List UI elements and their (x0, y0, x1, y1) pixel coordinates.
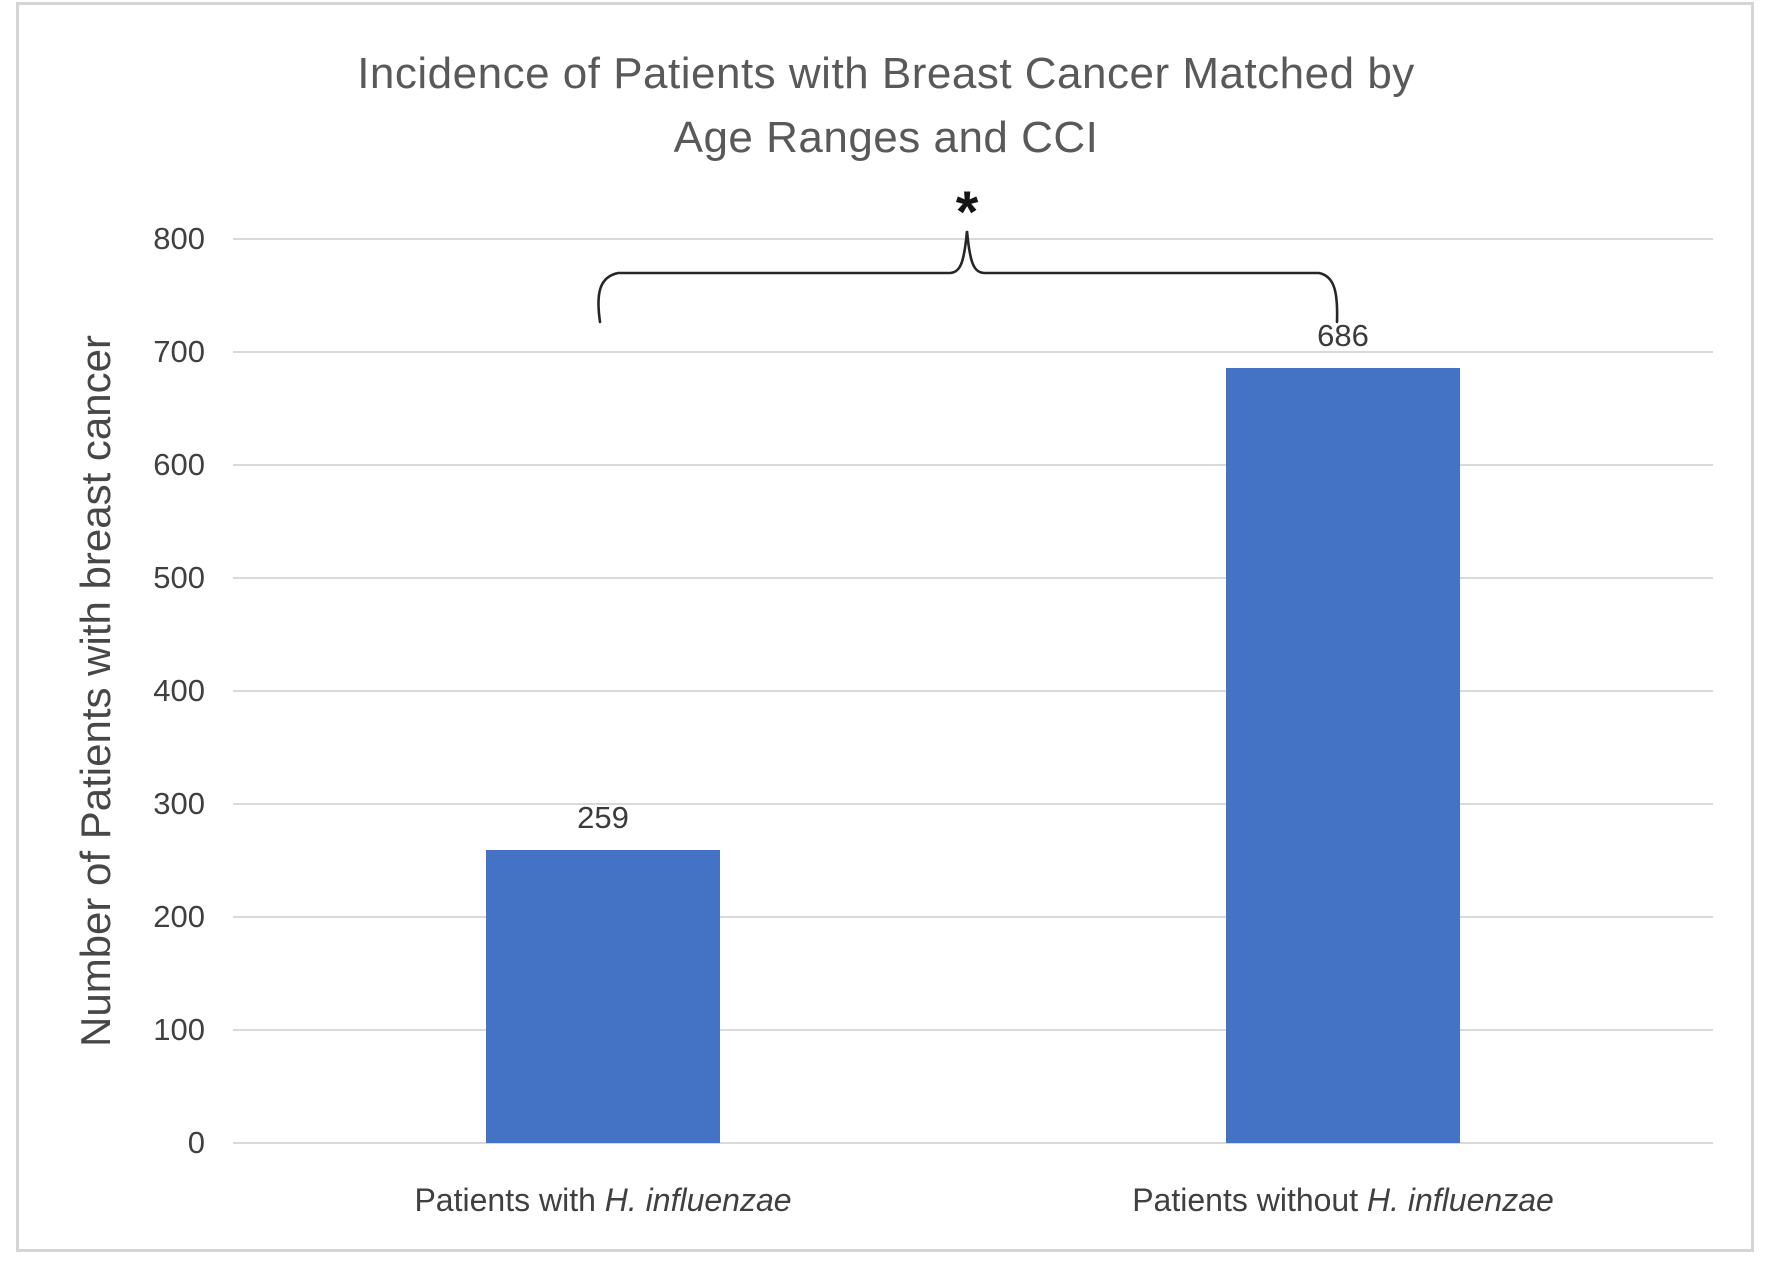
y-tick-label-300: 300 (153, 786, 205, 821)
chart-title-line2: Age Ranges and CCI (673, 113, 1099, 162)
category-label-with: Patients with H. influenzae (283, 1182, 923, 1218)
bar-value-label-686: 686 (1317, 317, 1369, 353)
gridline-400 (233, 690, 1713, 692)
chart-border (16, 2, 1754, 1252)
significance-asterisk: * (956, 180, 979, 245)
category-label-species: H. influenzae (1367, 1182, 1554, 1218)
gridline-0 (233, 1142, 1713, 1144)
gridline-200 (233, 916, 1713, 918)
gridline-300 (233, 803, 1713, 805)
category-label-prefix: Patients with (414, 1182, 605, 1218)
y-tick-label-700: 700 (153, 334, 205, 369)
y-tick-label-500: 500 (153, 560, 205, 595)
y-tick-label-800: 800 (153, 221, 205, 256)
chart-title-line1: Incidence of Patients with Breast Cancer… (357, 49, 1415, 98)
y-tick-label-0: 0 (187, 1125, 205, 1160)
y-tick-label-200: 200 (153, 899, 205, 934)
category-label-without: Patients without H. influenzae (1023, 1182, 1663, 1218)
significance-bracket (597, 230, 1339, 324)
bar-with-hinfluenzae (486, 850, 720, 1143)
chart-title: Incidence of Patients with Breast Cancer… (0, 42, 1772, 170)
gridline-600 (233, 464, 1713, 466)
category-label-species: H. influenzae (604, 1182, 792, 1218)
category-label-prefix: Patients without (1132, 1182, 1367, 1218)
y-tick-label-400: 400 (153, 673, 205, 708)
y-tick-label-100: 100 (153, 1012, 205, 1047)
bar-value-label-259: 259 (577, 800, 629, 836)
gridline-700 (233, 351, 1713, 353)
gridline-100 (233, 1029, 1713, 1031)
bar-without-hinfluenzae (1226, 367, 1460, 1143)
gridline-800 (233, 238, 1713, 240)
y-tick-label-600: 600 (153, 447, 205, 482)
gridline-500 (233, 577, 1713, 579)
